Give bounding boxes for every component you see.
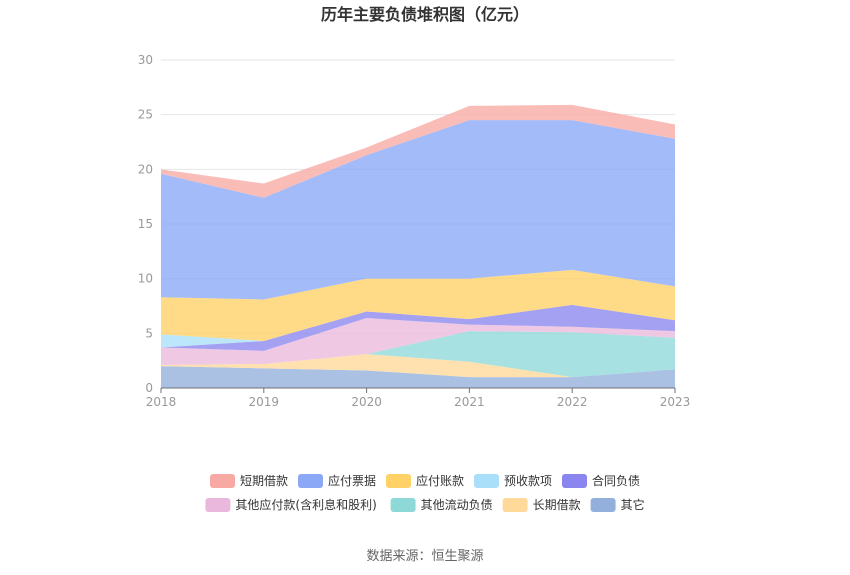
axes: 0 5 10 15 20 25 30 2018 2019 2020 2021 2022 2023 xyxy=(138,53,691,409)
legend-label: 长期借款 xyxy=(533,498,581,512)
chart-title: 历年主要负债堆积图（亿元） xyxy=(321,5,529,24)
legend-swatch xyxy=(210,474,235,488)
x-tick-label: 2018 xyxy=(146,395,177,409)
legend-item[interactable]: 合同负债 xyxy=(562,473,640,488)
x-tick-label: 2022 xyxy=(557,395,588,409)
legend-label: 合同负债 xyxy=(592,473,640,488)
legend-swatch xyxy=(205,498,231,512)
area-series xyxy=(161,104,675,388)
data-source: 数据来源：恒生聚源 xyxy=(366,549,483,564)
legend-item[interactable]: 应付票据 xyxy=(298,473,376,488)
y-tick-label: 10 xyxy=(138,272,153,286)
y-tick-label: 0 xyxy=(145,381,153,395)
legend-item[interactable]: 短期借款 xyxy=(210,474,288,488)
legend-label: 其他流动负债 xyxy=(421,498,493,512)
legend-item[interactable]: 预收款项 xyxy=(474,474,552,488)
area-series-4 xyxy=(161,304,675,351)
legend-label: 应付票据 xyxy=(328,473,376,488)
x-tick-label: 2020 xyxy=(351,395,382,409)
legend-label: 应付账款 xyxy=(416,473,464,488)
y-tick-label: 15 xyxy=(138,217,153,231)
legend-swatch xyxy=(390,498,416,512)
y-tick-label: 25 xyxy=(138,108,153,122)
legend-label: 短期借款 xyxy=(240,474,288,488)
legend-item[interactable]: 其他流动负债 xyxy=(390,498,493,512)
x-tick-label: 2019 xyxy=(249,395,280,409)
legend-item[interactable]: 其它 xyxy=(590,497,645,512)
x-tick-label: 2023 xyxy=(660,395,691,409)
y-tick-label: 5 xyxy=(145,326,153,340)
legend-label: 其它 xyxy=(621,497,645,512)
legend-swatch xyxy=(298,474,323,488)
y-tick-label: 20 xyxy=(138,162,153,176)
legend-label: 预收款项 xyxy=(504,474,552,488)
legend-item[interactable]: 长期借款 xyxy=(502,498,581,512)
area-series-1 xyxy=(161,354,675,378)
area-series-3 xyxy=(161,318,675,366)
area-series-6 xyxy=(161,269,675,341)
area-series-5 xyxy=(161,304,675,348)
area-series-2 xyxy=(161,331,675,378)
legend-swatch xyxy=(590,498,616,512)
legend-swatch xyxy=(562,474,587,488)
legend-item[interactable]: 其他应付款(含利息和股利) xyxy=(205,497,377,512)
area-series-7 xyxy=(161,120,675,300)
legend-swatch xyxy=(386,474,411,488)
legend-label: 其他应付款(含利息和股利) xyxy=(235,497,376,512)
y-tick-label: 30 xyxy=(138,53,153,67)
x-tick-label: 2021 xyxy=(454,395,485,409)
legend-item[interactable]: 应付账款 xyxy=(386,473,464,488)
legend-swatch xyxy=(474,474,499,488)
legend-swatch xyxy=(502,498,528,512)
area-series-0 xyxy=(161,366,675,388)
